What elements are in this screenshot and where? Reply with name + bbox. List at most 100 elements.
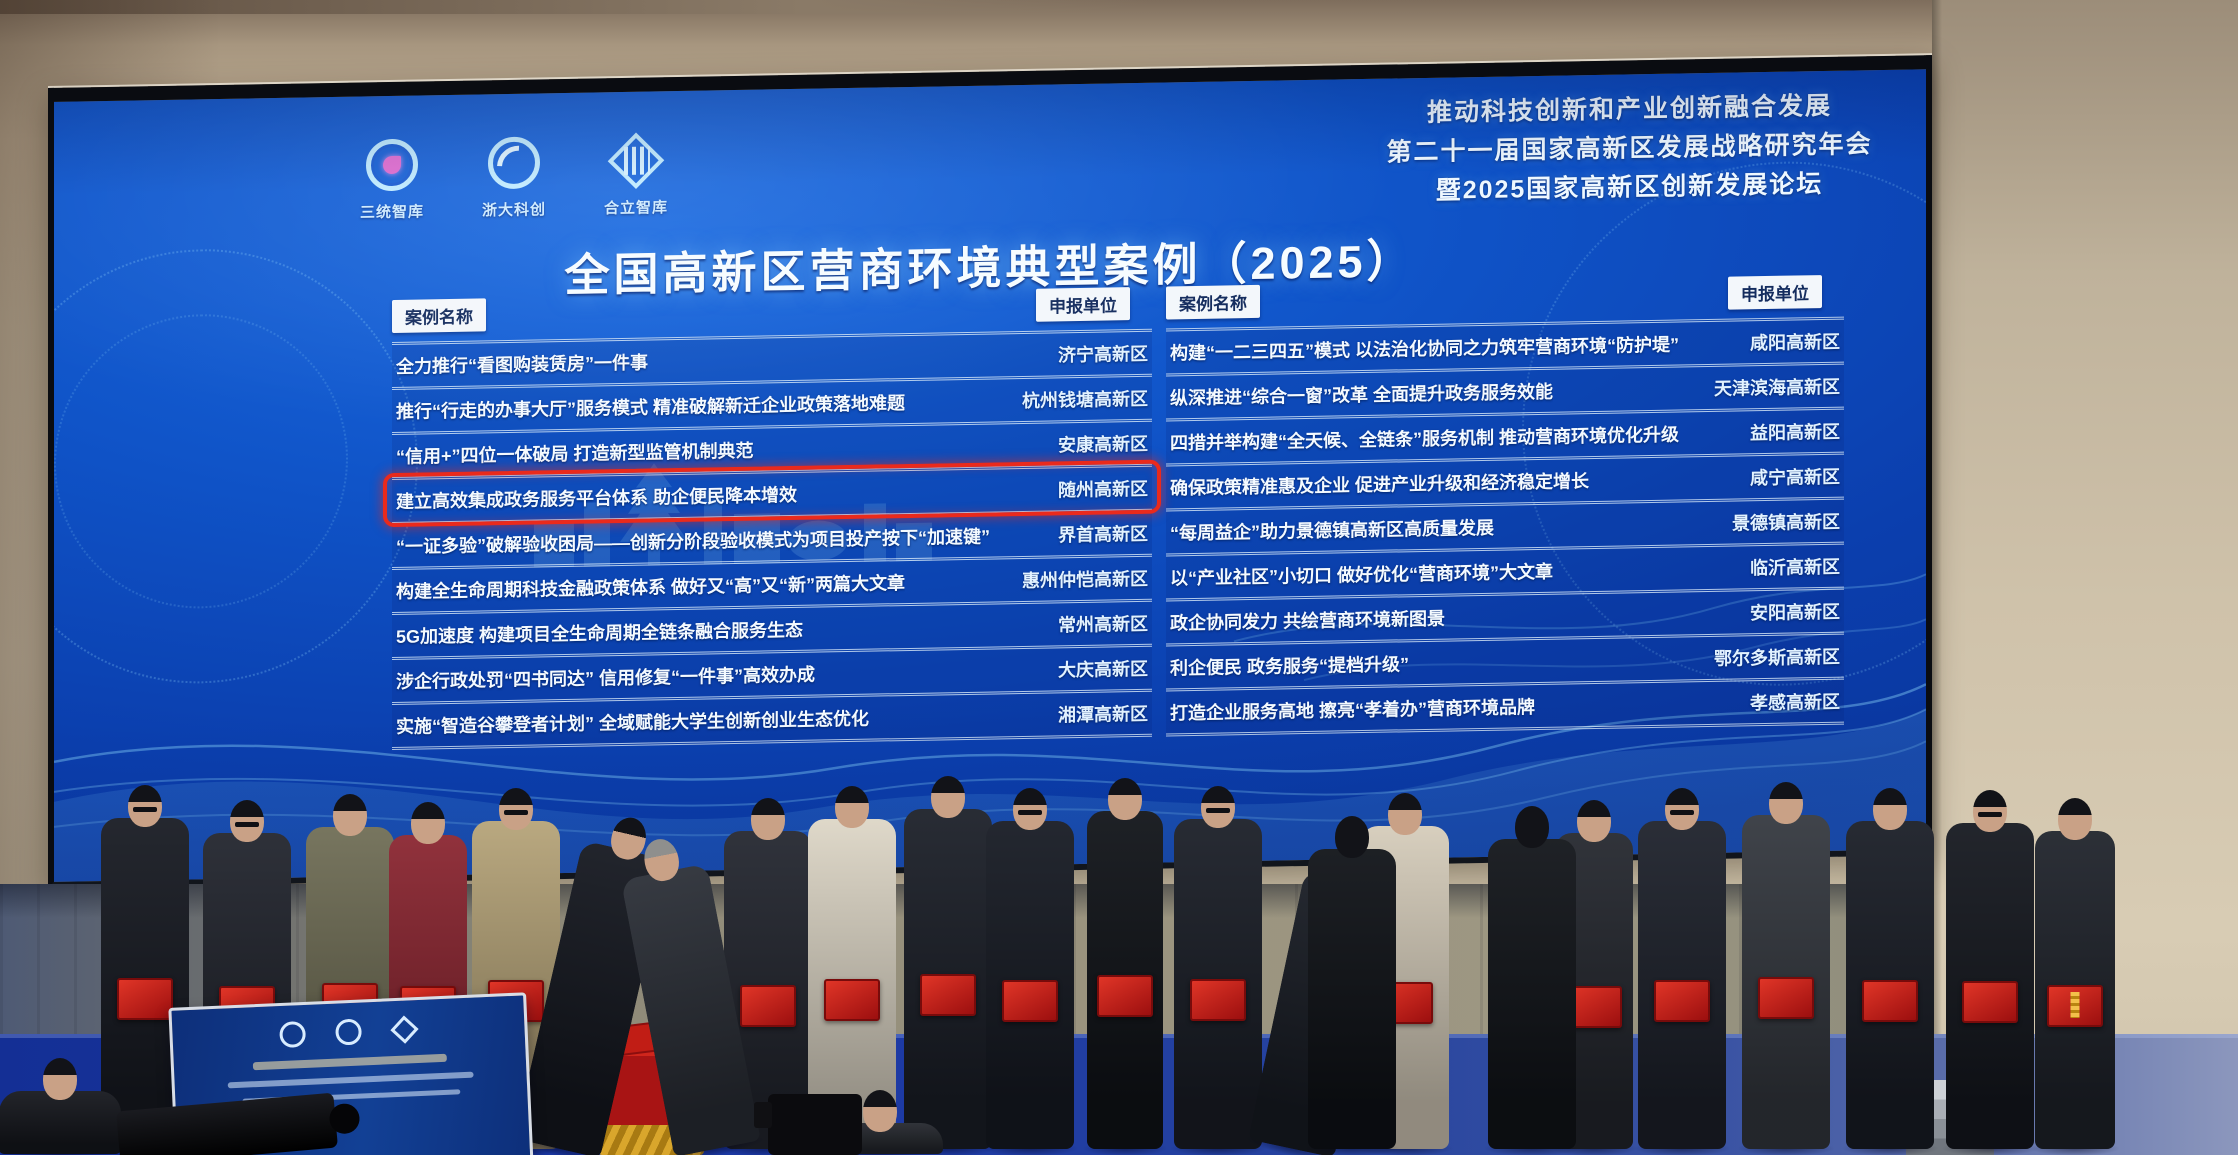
diamond-logo-icon: [389, 1014, 420, 1045]
case-name: 利企便民 政务服务“提档升级”: [1170, 654, 1409, 679]
sign-text-line: [227, 1071, 474, 1089]
organizer-logo-icon: [485, 133, 543, 192]
person-figure: [1626, 788, 1738, 1155]
case-unit: 临沂高新区: [1750, 556, 1840, 579]
person-head: [835, 786, 869, 828]
case-unit: 杭州钱塘高新区: [1022, 388, 1148, 411]
person-body: [0, 1091, 122, 1154]
conference-title-block: 推动科技创新和产业创新融合发展 第二十一届国家高新区发展战略研究年会 暨2025…: [1347, 85, 1912, 211]
case-name: 5G加速度 构建项目全生命周期全链条融合服务生态: [396, 619, 804, 647]
case-unit: 景德镇高新区: [1732, 511, 1840, 534]
ring-logo-icon: [277, 1019, 308, 1050]
case-name: 确保政策精准惠及企业 促进产业升级和经济稳定增长: [1170, 471, 1589, 499]
person-figure: [1834, 788, 1946, 1155]
organizer-logo-caption: 浙大科创: [481, 201, 546, 220]
award-folder: [1002, 979, 1058, 1022]
glasses: [1018, 810, 1042, 815]
person-head: [411, 802, 445, 844]
case-unit: 安阳高新区: [1750, 601, 1840, 624]
organizer-logo-icon: [363, 135, 421, 194]
person-head: [1013, 788, 1047, 830]
person-head: [230, 800, 264, 842]
organizer-logo: 浙大科创: [466, 133, 562, 221]
award-folder: [1862, 979, 1918, 1022]
award-folder: [2047, 984, 2103, 1027]
award-folder: [1962, 980, 2018, 1023]
case-name: 构建全生命周期科技金融政策体系 做好又“高”又“新”两篇大文章: [396, 573, 905, 602]
case-unit: 咸阳高新区: [1750, 331, 1840, 354]
person-head: [1515, 806, 1549, 848]
organizer-logos: 三统智库 浙大科创 合立智库: [344, 131, 684, 223]
award-folder: [920, 974, 976, 1017]
case-name: 推行“行走的办事大厅”服务模式 精准破解新迁企业政策落地难题: [396, 393, 905, 422]
person-figure: [1162, 786, 1274, 1155]
person-figure: [1934, 790, 2046, 1155]
award-folder: [1758, 977, 1814, 1020]
award-folder: [1097, 975, 1153, 1018]
led-screen-content: 三统智库 浙大科创 合立智库 推动科技创新和产业创新融合发展: [54, 69, 1926, 882]
person-figure: [974, 788, 1086, 1155]
award-folder: [1190, 978, 1246, 1021]
case-unit: 益阳高新区: [1750, 421, 1840, 444]
case-unit: 湘潭高新区: [1058, 703, 1148, 726]
case-unit: 安康高新区: [1058, 433, 1148, 456]
table-rows: 构建“一二三四五”模式 以法治化协同之力筑牢营商环境“防护堤” 咸阳高新区 纵深…: [1166, 316, 1844, 737]
case-unit: 济宁高新区: [1058, 343, 1148, 366]
organizer-logo-caption: 合立智库: [603, 199, 668, 218]
organizer-logo-icon: [607, 131, 665, 190]
case-name: “信用+”四位一体破局 打造新型监管机制典范: [396, 440, 754, 467]
case-table-right: 案例名称 申报单位 构建“一二三四五”模式 以法治化协同之力筑牢营商环境“防护堤…: [1166, 275, 1844, 737]
person-head: [499, 788, 533, 830]
organizer-logo-caption: 三统智库: [359, 203, 424, 222]
sign-text-line: [252, 1053, 447, 1071]
unit-header: 申报单位: [1728, 275, 1822, 310]
person-head: [1769, 782, 1803, 824]
sign-logos: [172, 1009, 525, 1054]
person-figure: [1476, 806, 1588, 1155]
case-tables: 案例名称 申报单位 全力推行“看图购装赁房”一件事 济宁高新区 推行“行: [392, 275, 1844, 750]
person-head: [333, 794, 367, 836]
case-name: 建立高效集成政务服务平台体系 助企便民降本增效: [396, 484, 797, 512]
case-unit: 鄂尔多斯高新区: [1714, 646, 1840, 669]
table-rows: 全力推行“看图购装赁房”一件事 济宁高新区 推行“行走的办事大厅”服务模式 精准…: [392, 328, 1152, 750]
person-head: [1577, 800, 1611, 842]
glasses: [1670, 810, 1694, 815]
led-screen: 三统智库 浙大科创 合立智库 推动科技创新和产业创新融合发展: [48, 55, 1932, 888]
glasses: [235, 822, 259, 827]
person-figure: [892, 776, 1004, 1155]
case-name: “每周益企”助力景德镇高新区高质量发展: [1170, 517, 1494, 544]
photographer-figure: [0, 1058, 125, 1155]
case-name: 四措并举构建“全天候、全链条”服务机制 推动营商环境优化升级: [1170, 424, 1679, 454]
person-head: [1665, 788, 1699, 830]
person-figure: [2024, 798, 2126, 1155]
person-head: [931, 776, 965, 818]
person-head: [863, 1090, 897, 1132]
award-folder: [1654, 979, 1710, 1022]
case-name: 实施“智造谷攀登者计划” 全域赋能大学生创新创业生态优化: [396, 708, 869, 737]
case-name-header: 案例名称: [392, 298, 486, 333]
person-head: [1973, 790, 2007, 832]
case-name: “一证多验”破解验收困局——创新分阶段验收模式为项目投产按下“加速键”: [396, 526, 990, 557]
award-folder: [824, 978, 880, 1021]
glasses: [1206, 808, 1230, 813]
glasses: [133, 807, 157, 812]
case-unit: 界首高新区: [1058, 523, 1148, 546]
case-unit: 咸宁高新区: [1750, 466, 1840, 489]
award-folder: [117, 978, 173, 1021]
case-name: 涉企行政处罚“四书同达” 信用修复“一件事”高效办成: [396, 664, 815, 692]
ceiling-edge: [0, 0, 1150, 14]
person-head: [43, 1058, 77, 1100]
case-name-header: 案例名称: [1166, 284, 1260, 320]
case-unit: 常州高新区: [1058, 613, 1148, 636]
person-figure: [1296, 816, 1408, 1155]
person-head: [751, 798, 785, 840]
person-figure: [1076, 778, 1174, 1155]
person-head: [128, 785, 162, 827]
ring-logo-icon: [333, 1016, 364, 1047]
unit-header: 申报单位: [1036, 287, 1130, 322]
case-name: 全力推行“看图购装赁房”一件事: [396, 352, 648, 377]
person-figure: [1730, 782, 1842, 1155]
case-name: 以“产业社区”小切口 做好优化“营商环境”大文章: [1170, 561, 1553, 589]
person-head: [2058, 798, 2092, 840]
